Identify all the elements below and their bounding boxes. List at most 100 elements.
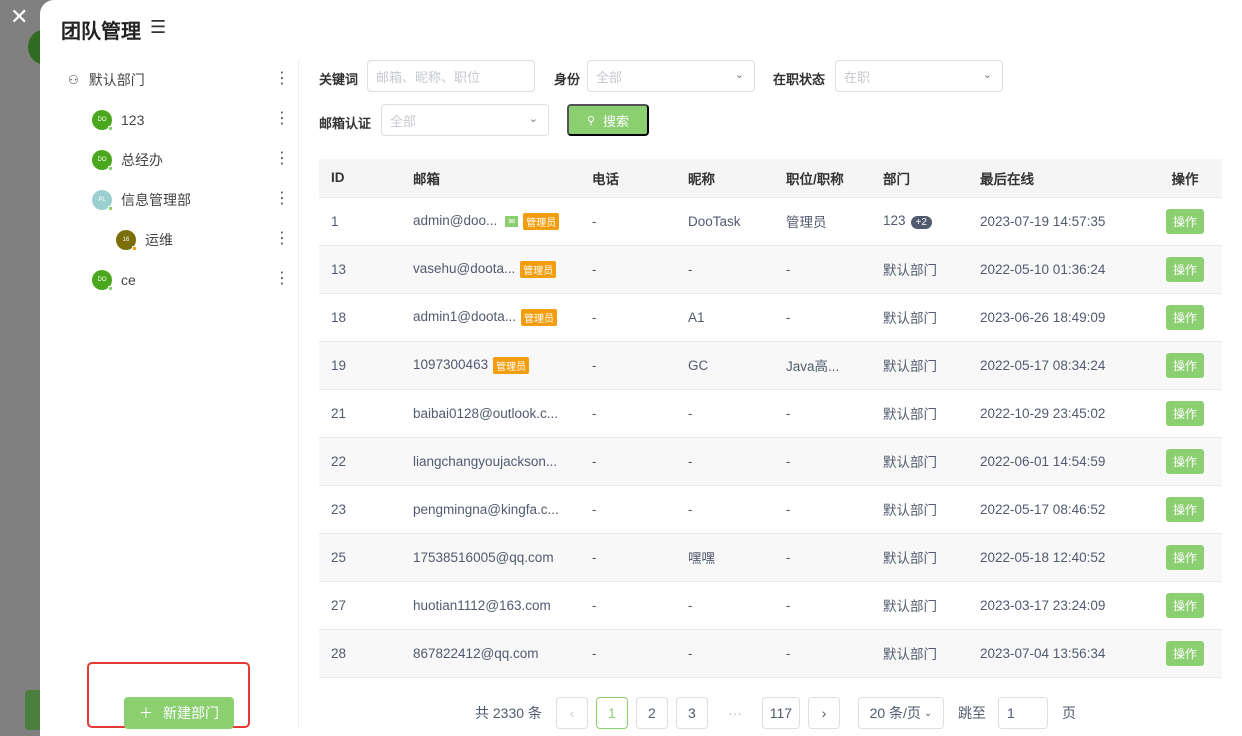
row-action-button[interactable]: 操作: [1165, 256, 1204, 282]
cell-title: -: [774, 245, 871, 294]
avatar-text: PL: [98, 197, 106, 203]
row-action-button[interactable]: 操作: [1165, 496, 1204, 522]
row-action-button[interactable]: 操作: [1165, 544, 1204, 570]
cell-department: 默认部门: [871, 533, 968, 582]
department-text: 默认部门: [883, 311, 937, 326]
cell-actions: 操作: [1128, 389, 1222, 438]
more-vertical-icon[interactable]: ⋮: [274, 230, 290, 247]
tree-item-label: 默认部门: [88, 72, 145, 88]
table-header: ID 邮箱 电话 昵称 职位/职称 部门 最后在线 操作: [319, 159, 1222, 198]
cell-last-online: 2023-07-19 14:57:35: [968, 197, 1128, 246]
row-action-button[interactable]: 操作: [1165, 592, 1204, 618]
cell-nickname: 嘿嘿: [676, 533, 774, 582]
user-table: ID 邮箱 电话 昵称 职位/职称 部门 最后在线 操作 1 admin@doo... ✉ 管理员…: [319, 159, 1222, 678]
cell-nickname: -: [676, 245, 774, 294]
tree-item-label: 运维: [145, 232, 173, 248]
more-vertical-icon[interactable]: ⋮: [274, 150, 290, 167]
more-vertical-icon[interactable]: ⋮: [274, 110, 290, 127]
cell-nickname: DooTask: [676, 197, 774, 246]
more-vertical-icon[interactable]: ⋮: [274, 270, 290, 287]
cell-last-online: 2022-10-29 23:45:02: [968, 389, 1128, 438]
cell-actions: 操作: [1128, 629, 1222, 678]
tree-item[interactable]: 16 运维 ⋮: [60, 220, 298, 260]
cell-phone: -: [580, 437, 676, 486]
cell-title: -: [774, 629, 871, 678]
cell-department: 默认部门: [871, 437, 968, 486]
keyword-input[interactable]: 邮箱、昵称、职位: [367, 60, 535, 92]
page-size-select[interactable]: 20 条/页 ⌄: [857, 697, 944, 729]
identity-value: 全部: [596, 69, 623, 85]
close-icon[interactable]: ✕: [10, 4, 29, 29]
more-vertical-icon[interactable]: ⋮: [274, 70, 290, 87]
column-header: 电话: [580, 159, 676, 198]
cell-department: 默认部门: [871, 581, 968, 630]
admin-badge: 管理员: [520, 260, 557, 278]
status-select[interactable]: 在职 ⌄: [835, 60, 1003, 92]
page-button[interactable]: 2: [635, 697, 668, 729]
department-text: 默认部门: [883, 359, 937, 374]
search-icon: ⚲: [586, 114, 596, 127]
table-row: 22 liangchangyoujackson... - - - 默认部门 20…: [319, 437, 1222, 486]
new-department-button[interactable]: ＋ 新建部门: [124, 697, 234, 729]
page-button[interactable]: 1: [595, 697, 628, 729]
email-verified-icon: ✉: [505, 215, 519, 227]
row-action-button[interactable]: 操作: [1165, 640, 1204, 666]
tree-item[interactable]: DO 123 ⋮: [60, 100, 298, 140]
row-action-button[interactable]: 操作: [1165, 400, 1204, 426]
extra-departments-badge: +2: [910, 216, 932, 229]
admin-badge: 管理员: [521, 308, 558, 326]
jump-input[interactable]: 1: [997, 697, 1048, 729]
identity-select[interactable]: 全部 ⌄: [587, 60, 755, 92]
cell-id: 25: [319, 533, 401, 582]
admin-badge: 管理员: [523, 212, 560, 230]
tree-item[interactable]: PL 信息管理部 ⋮: [60, 180, 298, 220]
department-avatar: DO: [92, 270, 113, 291]
team-management-modal: 团队管理 ☰ ⚇ 默认部门 ⋮ DO 123 ⋮ DO 总经办 ⋮ PL 信息管理部 ⋮ 16 运维 ⋮ DO…: [40, 0, 1242, 736]
search-button[interactable]: ⚲ 搜索: [567, 104, 649, 136]
email-text: admin1@doota...: [413, 308, 517, 324]
cell-title: 管理员: [774, 197, 871, 246]
chevron-down-icon: ⌄: [923, 707, 933, 719]
admin-badge: 管理员: [493, 356, 530, 374]
cell-last-online: 2023-07-04 13:56:34: [968, 629, 1128, 678]
cell-actions: 操作: [1128, 197, 1222, 246]
page-button[interactable]: 3: [675, 697, 708, 729]
cell-email: huotian1112@163.com: [401, 581, 580, 630]
row-action-button[interactable]: 操作: [1165, 448, 1204, 474]
tree-item[interactable]: DO ce ⋮: [60, 260, 298, 300]
department-avatar: DO: [92, 150, 113, 171]
status-label: 在职状态: [773, 72, 826, 87]
chevron-down-icon: ⌄: [982, 69, 992, 81]
row-action-button[interactable]: 操作: [1165, 208, 1204, 234]
email-verify-value: 全部: [390, 113, 417, 129]
cell-title: Java高...: [774, 341, 871, 390]
chevron-down-icon: ⌄: [734, 69, 744, 81]
cell-phone: -: [580, 533, 676, 582]
cell-email: 1097300463 管理员: [401, 341, 580, 390]
row-action-button[interactable]: 操作: [1165, 304, 1204, 330]
row-action-button[interactable]: 操作: [1165, 352, 1204, 378]
cell-actions: 操作: [1128, 581, 1222, 630]
tree-item-label: 信息管理部: [121, 192, 191, 208]
cell-actions: 操作: [1128, 485, 1222, 534]
department-avatar: DO: [92, 110, 113, 131]
cell-email: admin@doo... ✉ 管理员: [401, 197, 580, 246]
jump-value: 1: [1006, 705, 1015, 721]
cell-email: admin1@doota... 管理员: [401, 293, 580, 342]
prev-page-button[interactable]: ‹: [555, 697, 588, 729]
department-text: 默认部门: [883, 455, 937, 470]
cell-nickname: A1: [676, 293, 774, 342]
cell-title: -: [774, 437, 871, 486]
email-text: baibai0128@outlook.c...: [413, 405, 559, 421]
cell-department: 123 +2: [871, 197, 968, 246]
tree-item[interactable]: DO 总经办 ⋮: [60, 140, 298, 180]
avatar-text: DO: [97, 117, 107, 123]
cell-title: -: [774, 581, 871, 630]
email-verify-select[interactable]: 全部 ⌄: [381, 104, 549, 136]
page-button[interactable]: 117: [761, 697, 800, 729]
department-text: 默认部门: [883, 647, 937, 662]
next-page-button[interactable]: ›: [807, 697, 840, 729]
tree-item[interactable]: ⚇ 默认部门 ⋮: [60, 60, 298, 100]
more-vertical-icon[interactable]: ⋮: [274, 190, 290, 207]
menu-toggle-icon[interactable]: ☰: [150, 17, 167, 37]
